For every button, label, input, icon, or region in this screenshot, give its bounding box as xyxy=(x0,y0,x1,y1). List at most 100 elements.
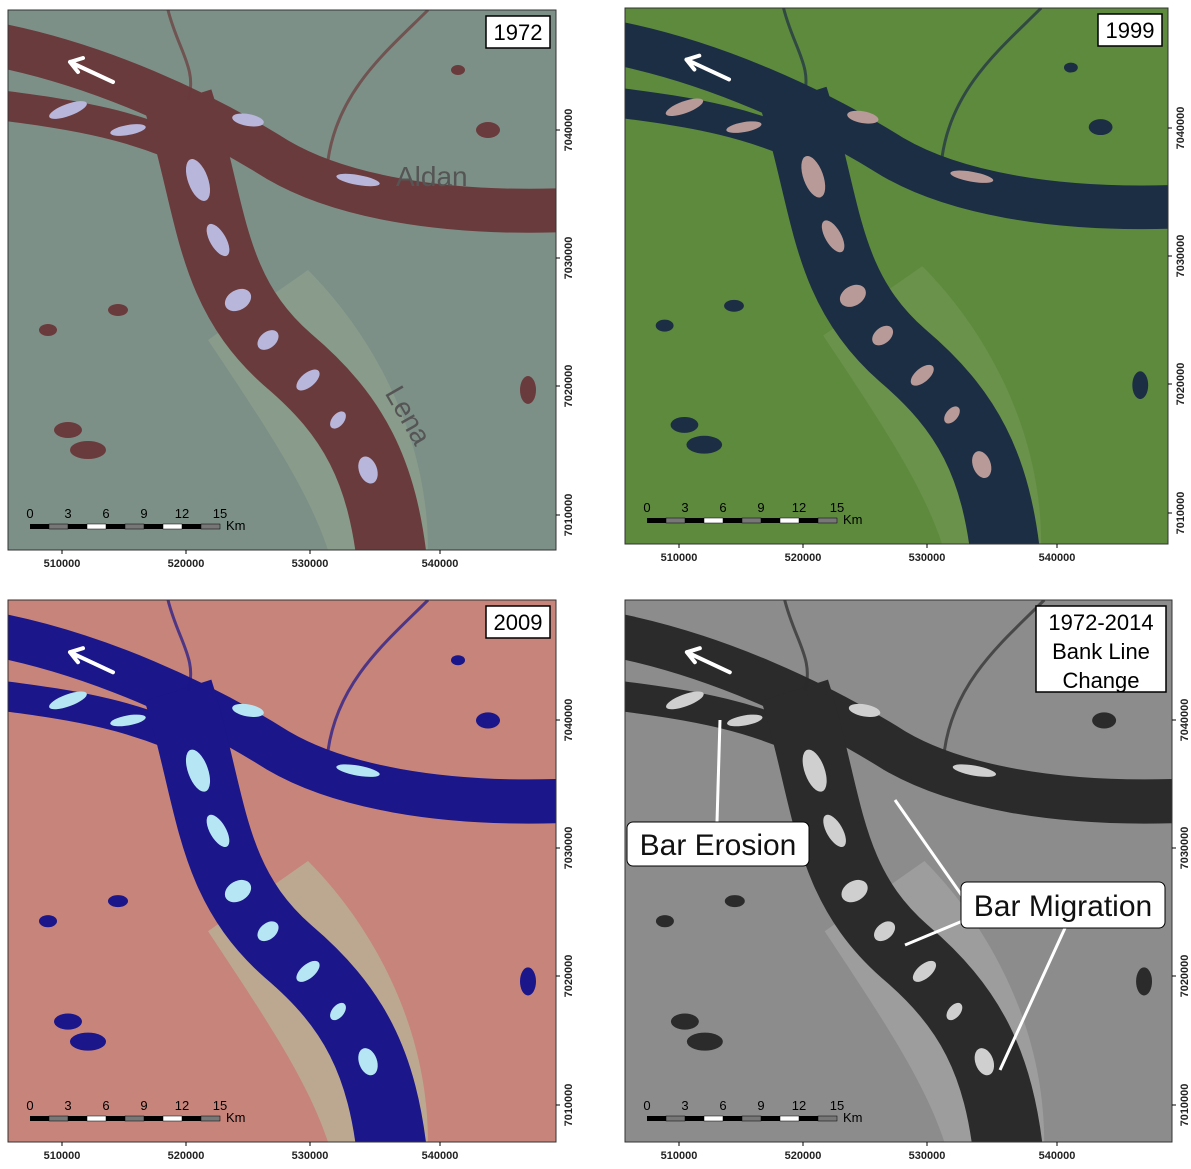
tributary xyxy=(166,10,430,161)
scale-segment xyxy=(144,524,163,529)
scale-segment xyxy=(647,1116,666,1121)
x-tick-label: 510000 xyxy=(661,1150,698,1162)
x-tick-label: 520000 xyxy=(168,558,205,570)
scale-segment xyxy=(106,524,125,529)
sand-bar xyxy=(874,921,896,942)
scale-tick-label: 3 xyxy=(681,1098,688,1113)
sand-bar xyxy=(950,170,994,183)
scale-tick-label: 3 xyxy=(64,1098,71,1113)
lake xyxy=(108,304,128,316)
lake xyxy=(108,895,128,908)
sand-bar xyxy=(726,121,762,133)
map-imagery xyxy=(8,600,556,1142)
tributary xyxy=(782,8,1043,158)
sand-bar xyxy=(224,288,252,312)
lake xyxy=(451,65,465,75)
scale-tick-label: 9 xyxy=(757,500,764,515)
sand-bar xyxy=(972,451,992,479)
river-name: Aldan xyxy=(396,161,468,192)
flow-arrow xyxy=(68,646,115,675)
lake xyxy=(39,324,57,336)
lake xyxy=(1092,712,1117,729)
sand-bar xyxy=(823,814,846,848)
scale-tick-label: 15 xyxy=(830,1098,844,1113)
sand-bar xyxy=(946,1002,963,1021)
x-tick-label: 510000 xyxy=(661,552,698,564)
sand-bar xyxy=(841,879,868,903)
sand-bar xyxy=(185,159,211,201)
sand-bar xyxy=(296,960,320,982)
lake xyxy=(686,435,723,454)
scale-segment xyxy=(48,523,69,530)
lake xyxy=(1136,967,1153,996)
scale-segment xyxy=(799,518,818,523)
sand-bar xyxy=(206,223,230,257)
sand-bar xyxy=(49,101,87,119)
scale-segment xyxy=(665,1115,686,1122)
map-panel xyxy=(8,600,556,1142)
lake xyxy=(54,422,82,438)
scale-tick-label: 6 xyxy=(102,1098,109,1113)
sand-bar xyxy=(910,364,934,386)
sand-bar xyxy=(110,714,146,727)
sand-bar xyxy=(257,921,279,942)
y-tick-label: 7030000 xyxy=(563,827,575,870)
flow-arrow xyxy=(684,53,732,82)
y-tick-label: 7010000 xyxy=(1179,1084,1191,1127)
lake xyxy=(655,319,674,332)
scale-unit: Km xyxy=(843,512,863,527)
scale-segment xyxy=(703,517,724,524)
sand-bar xyxy=(330,411,346,429)
sand-bar xyxy=(206,814,230,848)
lake xyxy=(39,915,57,928)
sand-bar xyxy=(257,330,279,350)
scale-unit: Km xyxy=(226,518,246,533)
scale-segment xyxy=(182,1116,201,1121)
sand-bar xyxy=(49,691,87,710)
y-tick-label: 7040000 xyxy=(1175,107,1187,150)
map-frame xyxy=(624,599,1173,1143)
callout-box xyxy=(626,821,810,867)
scale-segment xyxy=(48,1115,69,1122)
scale-tick-label: 6 xyxy=(719,1098,726,1113)
lake xyxy=(670,416,699,433)
lake xyxy=(670,1013,699,1030)
scale-unit: Km xyxy=(843,1110,863,1125)
scale-tick-label: 0 xyxy=(643,1098,650,1113)
lake xyxy=(1132,371,1149,400)
tributary xyxy=(783,600,1046,751)
scale-tick-label: 6 xyxy=(102,506,109,521)
scale-tick-label: 12 xyxy=(175,1098,189,1113)
y-tick-label: 7030000 xyxy=(1179,827,1191,870)
lake xyxy=(70,1032,106,1051)
flow-arrow xyxy=(68,56,115,84)
callout-text: Bar Migration xyxy=(974,890,1152,923)
y-tick-label: 7020000 xyxy=(1179,955,1191,998)
sand-bar xyxy=(185,749,211,792)
callout-line xyxy=(715,719,722,823)
lake xyxy=(451,655,465,666)
scale-segment xyxy=(182,524,201,529)
scale-segment xyxy=(144,1116,163,1121)
scale-tick-label: 12 xyxy=(175,506,189,521)
map-imagery xyxy=(625,600,1172,1142)
lake xyxy=(1063,62,1078,73)
x-tick-label: 540000 xyxy=(422,1150,459,1162)
panel-label-box xyxy=(485,605,551,639)
scale-tick-label: 15 xyxy=(213,506,227,521)
scale-segment xyxy=(162,523,183,530)
sand-bar xyxy=(848,703,881,717)
map-panel xyxy=(625,8,1168,544)
scale-segment xyxy=(685,1116,704,1121)
scale-segment xyxy=(761,1116,780,1121)
scale-segment xyxy=(741,517,762,524)
scale-segment xyxy=(647,518,666,523)
map-frame xyxy=(624,7,1169,545)
y-tick-label: 7020000 xyxy=(563,955,575,998)
x-tick-label: 530000 xyxy=(909,552,946,564)
y-tick-label: 7040000 xyxy=(563,699,575,742)
scale-segment xyxy=(723,1116,742,1121)
flow-arrow xyxy=(684,646,732,675)
sand-bar xyxy=(974,1048,995,1076)
